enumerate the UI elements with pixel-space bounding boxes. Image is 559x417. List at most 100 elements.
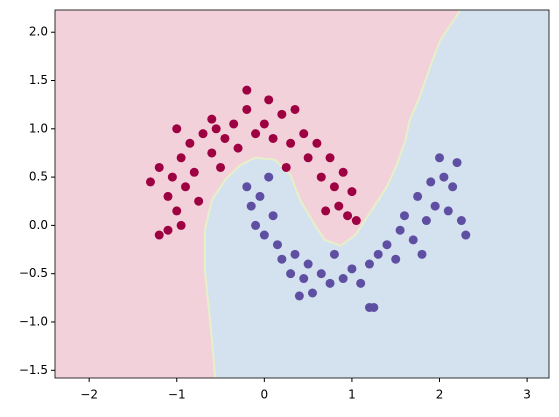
y-tick-label: −0.5 [19, 266, 48, 280]
x-tick-label: −1 [168, 388, 186, 402]
point [242, 182, 252, 192]
point [154, 162, 164, 172]
point [268, 133, 278, 143]
point [255, 191, 265, 201]
region [55, 10, 461, 378]
point [452, 158, 462, 168]
point [277, 109, 287, 119]
point [233, 143, 243, 153]
point [145, 177, 155, 187]
point [229, 119, 239, 129]
point [242, 104, 252, 114]
point [303, 153, 313, 163]
point [163, 225, 173, 235]
point [163, 191, 173, 201]
point [435, 153, 445, 163]
point [299, 129, 309, 139]
point [277, 254, 287, 264]
point [189, 167, 199, 177]
y-tick-label: −1.5 [19, 363, 48, 377]
point [172, 206, 182, 216]
point [439, 172, 449, 182]
point [373, 249, 383, 259]
point [351, 216, 361, 226]
point [198, 129, 208, 139]
y-tick-label: −1.0 [19, 314, 48, 328]
point [216, 162, 226, 172]
point [172, 124, 182, 134]
point [461, 230, 471, 240]
point [272, 240, 282, 250]
point [286, 269, 296, 279]
point [382, 240, 392, 250]
point [334, 201, 344, 211]
point [391, 254, 401, 264]
frame [54, 9, 550, 379]
y-tick-label: 0.0 [29, 218, 48, 232]
point [338, 167, 348, 177]
point [347, 187, 357, 197]
point [268, 211, 278, 221]
point [264, 172, 274, 182]
point [456, 216, 466, 226]
y-tick-label: 1.0 [29, 121, 48, 135]
point [325, 278, 335, 288]
y-tick-label: 1.5 [29, 73, 48, 87]
point [364, 259, 374, 269]
point [207, 114, 217, 124]
point [426, 177, 436, 187]
x-tick-label: 2 [436, 388, 444, 402]
point [356, 278, 366, 288]
point [421, 216, 431, 226]
point [286, 138, 296, 148]
point [167, 172, 177, 182]
x-tick-label: 3 [523, 388, 531, 402]
point [220, 133, 230, 143]
point [259, 230, 269, 240]
point [290, 249, 300, 259]
point [321, 206, 331, 216]
point [290, 104, 300, 114]
point [176, 153, 186, 163]
point [312, 138, 322, 148]
point [181, 182, 191, 192]
point [408, 235, 418, 245]
point [251, 129, 261, 139]
point [448, 182, 458, 192]
point [347, 264, 357, 274]
y-tick-label: 0.5 [29, 170, 48, 184]
point [246, 201, 256, 211]
y-tick-label: 2.0 [29, 25, 48, 39]
decision-boundary [203, 9, 462, 379]
point [413, 191, 423, 201]
point [395, 225, 405, 235]
point [154, 230, 164, 240]
point [417, 249, 427, 259]
point [399, 211, 409, 221]
point [259, 119, 269, 129]
x-tick-label: −2 [80, 388, 98, 402]
point [343, 211, 353, 221]
point [364, 302, 374, 312]
point [443, 206, 453, 216]
x-tick-label: 0 [261, 388, 269, 402]
point [303, 259, 313, 269]
point [308, 288, 318, 298]
point [299, 274, 309, 284]
point [176, 220, 186, 230]
point [329, 249, 339, 259]
point [316, 172, 326, 182]
point [251, 220, 261, 230]
point [325, 153, 335, 163]
point [294, 291, 304, 301]
point [194, 196, 204, 206]
point [185, 138, 195, 148]
point [211, 124, 221, 134]
point [207, 148, 217, 158]
x-tick-label: 1 [348, 388, 356, 402]
point [242, 85, 252, 95]
point [430, 201, 440, 211]
point [338, 274, 348, 284]
point [264, 95, 274, 105]
